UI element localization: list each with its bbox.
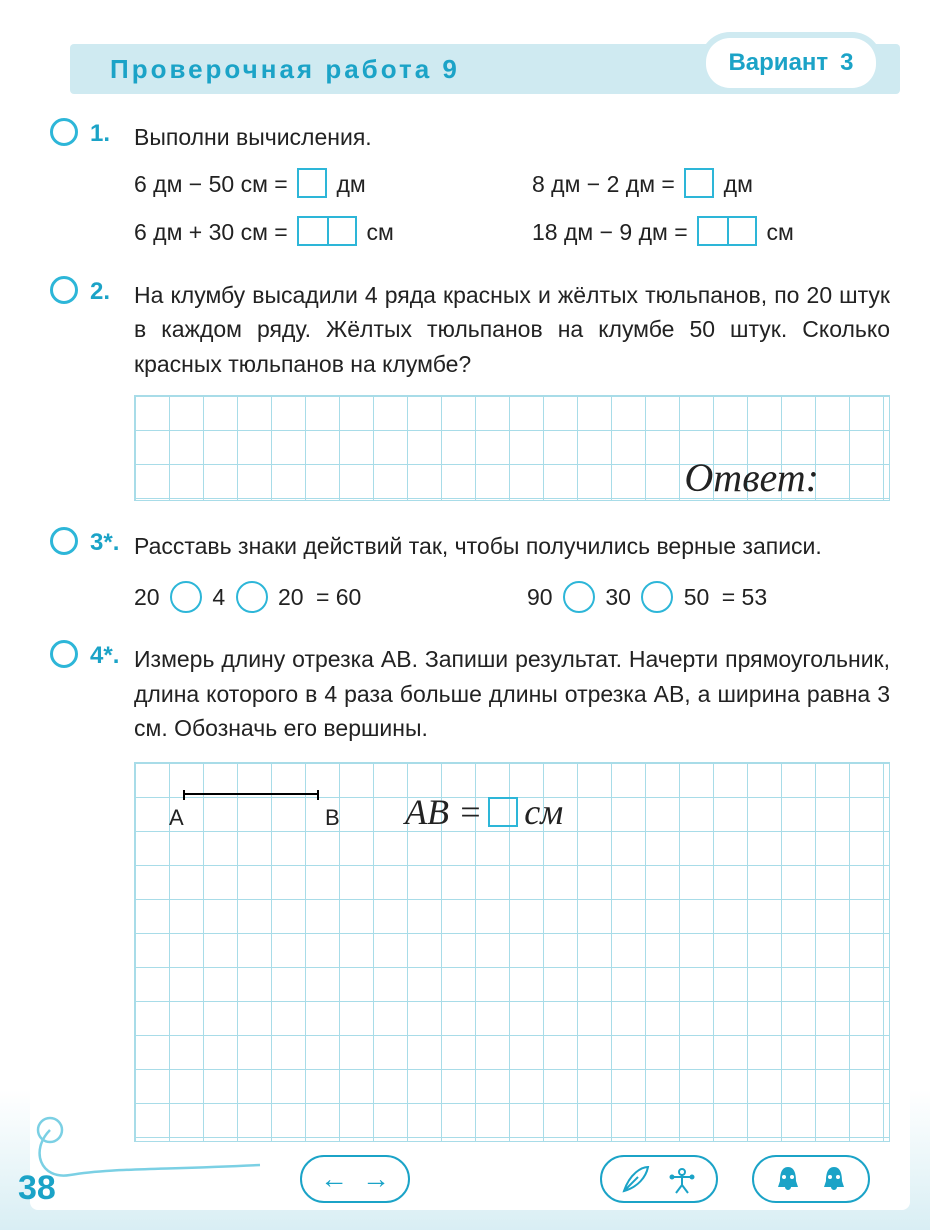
- answer-box[interactable]: [684, 168, 714, 198]
- segment-measure: АВ = см: [405, 785, 563, 839]
- variant-number: 3: [840, 49, 853, 77]
- equation-lhs: 8 дм − 2 дм =: [532, 171, 675, 197]
- segment-tick: [317, 790, 319, 800]
- content-area: 1. Выполни вычисления. 6 дм − 50 см = дм…: [90, 120, 890, 1170]
- task-prompt: Измерь длину отрезка АВ. Запиши результа…: [134, 642, 890, 746]
- arrow-left-icon[interactable]: ←: [320, 1163, 348, 1195]
- task-bullet: [50, 640, 78, 668]
- equation-lhs: 6 дм − 50 см =: [134, 171, 288, 197]
- num: 4: [212, 584, 225, 610]
- task-bullet: [50, 118, 78, 146]
- variant-label: Вариант: [728, 49, 828, 77]
- header-bar: Проверочная работа 9 Вариант 3: [70, 44, 900, 94]
- task-prompt: На клумбу высадили 4 ряда красных и жёлт…: [134, 278, 890, 382]
- num: 50: [684, 584, 710, 610]
- expression: 20 4 20 = 60: [134, 580, 497, 615]
- footer-icon-bar: ← →: [300, 1152, 870, 1206]
- task-bullet: [50, 527, 78, 555]
- worksheet-page: Проверочная работа 9 Вариант 3 1. Выполн…: [30, 20, 910, 1210]
- operator-input[interactable]: [170, 581, 202, 613]
- equation-unit: см: [766, 219, 793, 245]
- bell-icon: [818, 1163, 850, 1195]
- point-b-label: В: [325, 801, 340, 834]
- equals-result: = 53: [722, 584, 767, 610]
- point-a-label: А: [169, 801, 184, 834]
- variant-badge: Вариант 3: [706, 38, 876, 88]
- operator-input[interactable]: [236, 581, 268, 613]
- task-number: 1.: [90, 120, 110, 148]
- segment-tick: [183, 790, 185, 800]
- answer-box[interactable]: [488, 797, 518, 827]
- equation: 8 дм − 2 дм = дм: [532, 167, 890, 202]
- task-3: 3*. Расставь знаки действий так, чтобы п…: [90, 529, 890, 614]
- num: 20: [278, 584, 304, 610]
- nav-arrows-pill: ← →: [300, 1155, 410, 1203]
- equation-unit: дм: [724, 171, 753, 197]
- barbell-icon: [666, 1163, 698, 1195]
- drawing-work-grid[interactable]: А В АВ = см: [134, 762, 890, 1142]
- num: 90: [527, 584, 553, 610]
- arrow-right-icon[interactable]: →: [362, 1163, 390, 1195]
- equation: 6 дм − 50 см = дм: [134, 167, 492, 202]
- task-number: 4*.: [90, 642, 119, 670]
- expression: 90 30 50 = 53: [527, 580, 890, 615]
- task-1: 1. Выполни вычисления. 6 дм − 50 см = дм…: [90, 120, 890, 250]
- activity-pill: [600, 1155, 718, 1203]
- answer-box[interactable]: [297, 216, 357, 246]
- task-number: 3*.: [90, 529, 119, 557]
- num: 30: [605, 584, 631, 610]
- operator-input[interactable]: [641, 581, 673, 613]
- task-number: 2.: [90, 278, 110, 306]
- page-title: Проверочная работа 9: [110, 54, 460, 85]
- task-bullet: [50, 276, 78, 304]
- measure-unit: см: [524, 785, 563, 839]
- equation-unit: дм: [337, 171, 366, 197]
- page-number: 38: [18, 1169, 56, 1208]
- equation-lhs: 18 дм − 9 дм =: [532, 219, 688, 245]
- answer-box[interactable]: [297, 168, 327, 198]
- operator-input[interactable]: [563, 581, 595, 613]
- decorative-swirl: [20, 1110, 280, 1200]
- equation-unit: см: [367, 219, 394, 245]
- answer-label: Ответ:: [684, 448, 819, 508]
- segment-ab: [183, 793, 319, 795]
- bell-icon: [772, 1163, 804, 1195]
- answer-box[interactable]: [697, 216, 757, 246]
- equation-lhs: 6 дм + 30 см =: [134, 219, 288, 245]
- task-prompt: Расставь знаки действий так, чтобы получ…: [134, 529, 890, 564]
- measure-lhs: АВ =: [405, 785, 482, 839]
- equations-grid: 6 дм − 50 см = дм 8 дм − 2 дм = дм 6 дм …: [134, 167, 890, 250]
- task-2: 2. На клумбу высадили 4 ряда красных и ж…: [90, 278, 890, 502]
- equation: 6 дм + 30 см = см: [134, 215, 492, 250]
- equation: 18 дм − 9 дм = см: [532, 215, 890, 250]
- answer-work-grid[interactable]: Ответ:: [134, 395, 890, 501]
- equals-result: = 60: [316, 584, 361, 610]
- task-4: 4*. Измерь длину отрезка АВ. Запиши резу…: [90, 642, 890, 1142]
- feather-icon: [620, 1163, 652, 1195]
- num: 20: [134, 584, 160, 610]
- task-prompt: Выполни вычисления.: [134, 120, 890, 155]
- operations-row: 20 4 20 = 60 90 30 50 = 53: [134, 580, 890, 615]
- bells-pill: [752, 1155, 870, 1203]
